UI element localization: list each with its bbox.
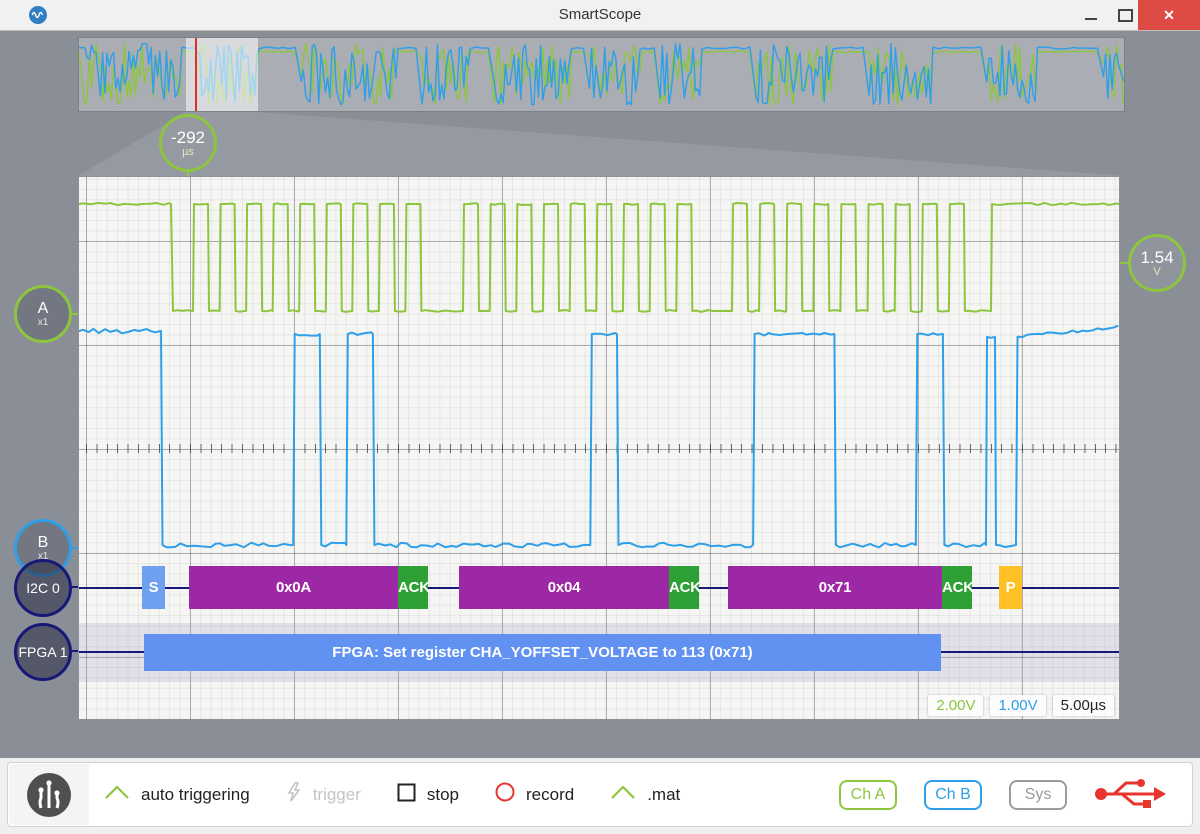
record-circle-icon — [495, 782, 515, 807]
channel-a-trace — [79, 201, 1119, 313]
scale-chip-100v[interactable]: 1.00V — [990, 695, 1046, 716]
channel-a-badge[interactable]: A x1 — [14, 285, 72, 343]
voltage-level-unit: V — [1153, 265, 1161, 278]
channel-a-stem — [69, 313, 79, 315]
trigger-button-label: trigger — [312, 784, 361, 804]
trigger-button[interactable]: trigger — [286, 781, 361, 808]
stop-square-icon — [397, 783, 416, 807]
fpga-decode-banner: FPGA: Set register CHA_YOFFSET_VOLTAGE t… — [144, 634, 941, 671]
title-bar: SmartScope ✕ — [0, 0, 1200, 31]
sys-button[interactable]: Sys — [1009, 779, 1067, 810]
center-axis-ticks — [79, 444, 1119, 453]
minimize-button[interactable] — [1074, 0, 1108, 30]
i2c-block-ack: ACK — [398, 566, 430, 609]
fpga-decoder-badge[interactable]: FPGA 1 — [14, 623, 72, 681]
channel-b-trace — [79, 325, 1119, 549]
voltage-bubble-stem — [1116, 262, 1130, 264]
overview-viewport-highlight[interactable] — [186, 38, 258, 111]
i2c-decoder-badge[interactable]: I2C 0 — [14, 559, 72, 617]
voltage-level-bubble[interactable]: 1.54 V — [1128, 234, 1186, 292]
chevron-icon — [104, 783, 130, 806]
trigger-time-bubble[interactable]: -292 µs — [159, 114, 217, 172]
scale-chip-200v[interactable]: 2.00V — [928, 695, 984, 716]
stop-button[interactable]: stop — [397, 783, 459, 807]
voltage-level-value: 1.54 — [1140, 247, 1174, 267]
overview-strip[interactable] — [78, 37, 1125, 112]
maximize-button[interactable] — [1108, 0, 1142, 30]
labnation-logo[interactable] — [9, 764, 89, 825]
fpga-badge-stem — [69, 650, 79, 652]
record-button-label: record — [526, 784, 575, 804]
i2c-block-ack: ACK — [942, 566, 974, 609]
auto-triggering-button[interactable]: auto triggering — [104, 783, 250, 806]
mat-export-button[interactable]: .mat — [610, 783, 680, 806]
trigger-time-unit: µs — [182, 145, 194, 158]
close-button[interactable]: ✕ — [1138, 0, 1200, 30]
chb-button[interactable]: Ch B — [924, 779, 982, 810]
chevron-icon — [610, 783, 636, 806]
auto-triggering-button-label: auto triggering — [141, 784, 250, 804]
scale-chip-500s[interactable]: 5.00µs — [1052, 695, 1114, 716]
i2c-block-s: S — [142, 566, 165, 609]
channel-b-stem — [69, 547, 79, 549]
stop-button-label: stop — [426, 784, 460, 804]
i2c-block-0x0a: 0x0A — [189, 566, 398, 609]
trigger-time-value: -292 — [170, 127, 206, 147]
i2c-block-p: P — [999, 566, 1022, 609]
app-logo-icon — [29, 6, 47, 24]
overview-trigger-line — [195, 38, 197, 111]
i2c-badge-stem — [69, 586, 79, 588]
mat-export-button-label: .mat — [647, 784, 681, 804]
lightning-icon — [286, 781, 302, 808]
record-button[interactable]: record — [495, 782, 574, 807]
cha-button[interactable]: Ch A — [839, 779, 897, 810]
waveform-grid[interactable]: S 0x0A ACK 0x04 ACK 0x71 ACK P FPGA: Set regist… — [78, 176, 1120, 720]
usb-connection-icon[interactable] — [1094, 773, 1166, 816]
i2c-block-ack: ACK — [669, 566, 701, 609]
window-title: SmartScope — [558, 6, 642, 23]
i2c-block-0x04: 0x04 — [459, 566, 669, 609]
bottom-toolbar: auto triggering trigger stop record .mat Ch … — [0, 758, 1200, 834]
trigger-bubble-stem — [187, 169, 189, 177]
toolbar-panel: auto triggering trigger stop record .mat Ch … — [7, 762, 1193, 827]
waveform-traces — [79, 201, 1119, 549]
i2c-block-0x71: 0x71 — [728, 566, 942, 609]
